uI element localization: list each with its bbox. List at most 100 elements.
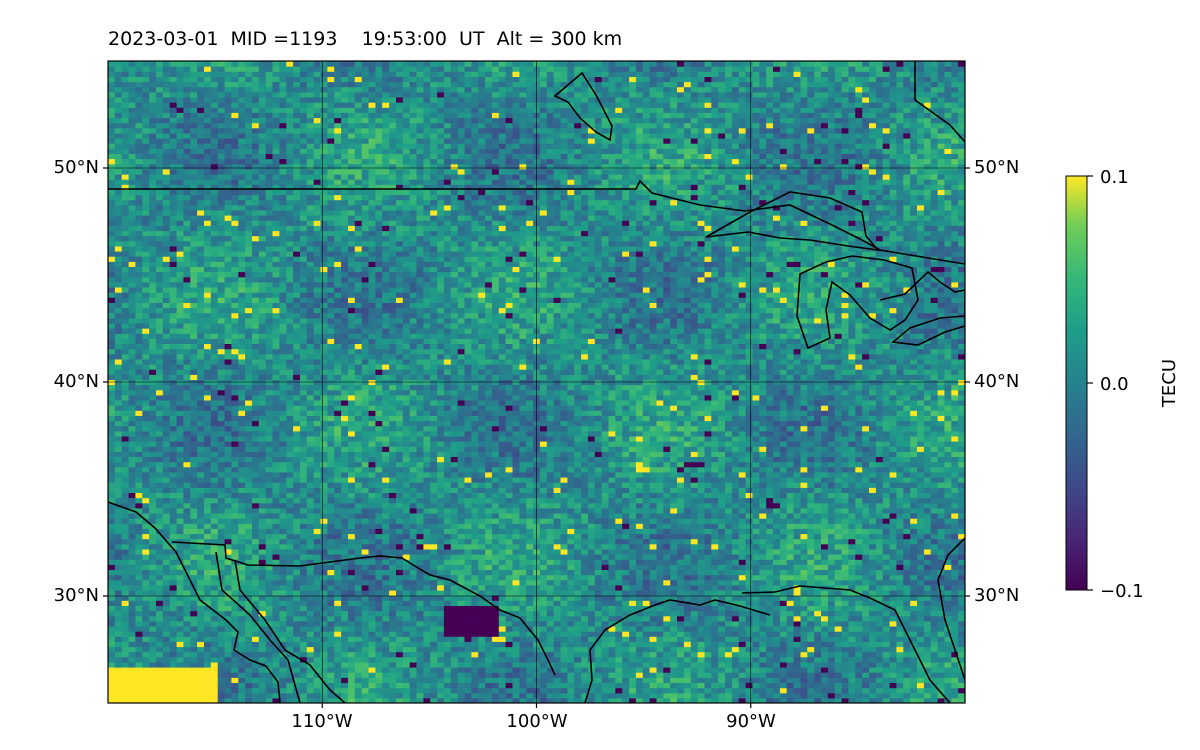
heat-cell xyxy=(766,569,774,576)
heat-cell xyxy=(635,682,644,689)
heat-cell xyxy=(258,682,267,689)
heat-cell xyxy=(135,528,143,535)
heat-cell xyxy=(128,661,137,668)
heat-cell xyxy=(505,692,514,699)
heat-cell xyxy=(258,559,267,565)
heat-cell xyxy=(197,569,205,576)
heat-cell xyxy=(128,682,137,689)
heat-cell xyxy=(629,502,637,509)
heat-cell xyxy=(965,523,973,529)
heat-cell xyxy=(649,600,658,606)
heat-cell xyxy=(752,682,760,689)
heat-cell xyxy=(300,595,308,601)
heat-cell xyxy=(704,610,712,617)
heat-cell xyxy=(793,631,802,637)
heat-cell xyxy=(402,564,411,570)
heat-cell xyxy=(519,523,527,529)
heat-cell xyxy=(169,641,178,648)
heat-cell xyxy=(286,682,294,689)
heat-cell xyxy=(965,616,973,622)
heat-cell xyxy=(834,528,843,535)
heat-cell xyxy=(162,692,171,699)
heat-cell xyxy=(814,651,822,658)
heat-cell xyxy=(574,569,582,576)
heat-cell xyxy=(450,518,459,524)
heat-cell xyxy=(375,533,383,540)
heat-cell xyxy=(430,600,438,606)
heat-cell xyxy=(286,590,294,596)
heat-cell xyxy=(416,626,424,632)
heat-cell xyxy=(814,502,822,509)
heat-cell xyxy=(121,687,130,694)
heat-cell xyxy=(368,569,376,576)
heat-cell xyxy=(882,687,891,694)
heat-cell xyxy=(375,682,383,689)
heat-cell xyxy=(752,600,760,606)
heat-cell xyxy=(725,620,733,627)
heat-cell xyxy=(457,636,466,642)
heat-cell xyxy=(114,538,123,545)
heat-cell xyxy=(841,564,850,570)
heat-cell xyxy=(752,667,760,673)
heat-cell xyxy=(190,682,198,689)
heat-cell xyxy=(512,528,520,535)
heat-cell xyxy=(204,682,212,689)
heat-cell xyxy=(951,518,959,524)
heat-cell xyxy=(258,692,267,699)
heat-cell xyxy=(841,641,850,648)
heat-cell xyxy=(437,651,445,658)
heat-cell xyxy=(917,661,925,668)
heat-cell xyxy=(917,569,925,576)
heat-cell xyxy=(142,548,150,555)
heat-cell xyxy=(670,518,678,524)
heat-cell xyxy=(800,682,808,689)
heat-cell xyxy=(725,595,733,601)
heat-cell xyxy=(279,564,287,570)
heat-cell xyxy=(848,600,856,606)
heat-cell xyxy=(265,656,274,663)
heat-cell xyxy=(855,528,863,535)
heat-cell xyxy=(930,656,939,663)
heat-cell xyxy=(773,667,781,673)
heat-cell xyxy=(718,579,726,586)
heat-cell xyxy=(382,497,390,504)
heat-cell xyxy=(546,697,555,703)
heat-cell xyxy=(773,615,781,622)
heat-cell xyxy=(485,559,493,565)
heat-cell xyxy=(567,569,575,576)
heat-cell xyxy=(485,564,493,570)
heat-cell xyxy=(149,677,157,683)
heat-cell xyxy=(917,656,925,663)
heat-cell xyxy=(779,564,788,570)
heat-cell xyxy=(464,554,472,560)
heat-cell xyxy=(478,574,486,581)
heat-cell xyxy=(821,538,829,545)
heat-cell xyxy=(677,554,685,560)
heat-cell xyxy=(313,554,322,560)
heat-cell xyxy=(704,543,712,550)
heat-cell xyxy=(670,682,678,689)
heat-cell xyxy=(156,543,164,550)
heat-cell xyxy=(204,548,212,555)
heat-cell xyxy=(704,502,712,509)
heat-cell xyxy=(807,697,815,703)
heat-cell xyxy=(210,600,219,606)
heat-cell xyxy=(327,533,335,540)
heat-cell xyxy=(108,605,116,612)
heat-cell xyxy=(443,523,452,529)
heat-cell xyxy=(375,595,383,601)
heat-cell xyxy=(725,651,733,658)
heat-cell xyxy=(875,692,884,699)
heat-cell xyxy=(279,687,287,694)
heat-cell xyxy=(197,579,205,586)
heat-cell xyxy=(190,605,198,612)
heat-cell xyxy=(471,497,479,504)
heat-cell xyxy=(965,513,973,519)
heat-cell xyxy=(821,507,829,514)
heat-cell xyxy=(841,595,850,601)
heat-cell xyxy=(711,656,719,663)
heat-cell xyxy=(649,667,658,673)
heat-cell xyxy=(114,513,123,519)
heat-cell xyxy=(238,672,246,678)
heat-cell xyxy=(745,559,754,565)
